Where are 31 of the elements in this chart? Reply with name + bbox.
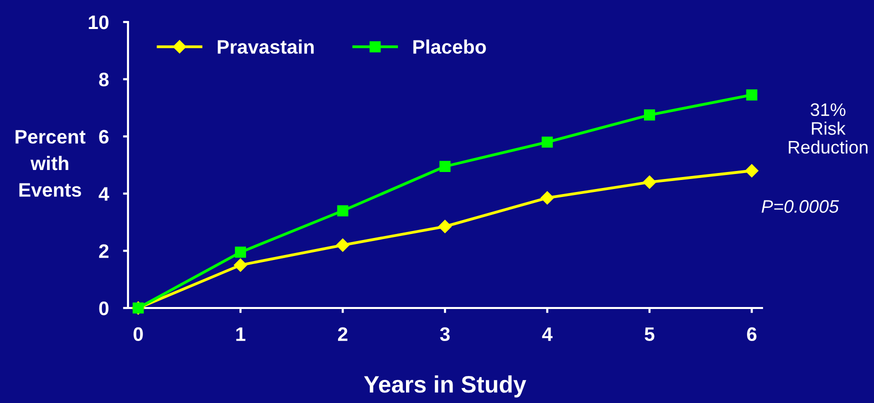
- annotation: P=0.0005: [762, 200, 839, 213]
- y-tick-label: 0: [99, 301, 108, 316]
- point: [439, 160, 451, 172]
- y-tick-label: 2: [99, 244, 108, 258]
- point: [337, 205, 348, 216]
- y-tick-label: 6: [99, 130, 109, 144]
- y-tick-label: 4: [98, 187, 110, 201]
- point: [746, 89, 758, 100]
- x-axis-title: Years in Study: [364, 375, 526, 398]
- text: 31% Risk Reduction: [788, 103, 868, 154]
- x-tick-label: 3: [440, 327, 450, 342]
- y-tick-label: 8: [99, 72, 109, 86]
- point: [540, 191, 554, 204]
- point: [234, 246, 246, 258]
- y-axis-title: Percent with Events: [16, 130, 86, 197]
- x-tick-label: 4: [542, 327, 553, 341]
- x-tick-label: 2: [338, 327, 348, 341]
- point: [745, 164, 758, 178]
- x-tick-label: 0: [134, 327, 143, 342]
- point: [542, 136, 553, 148]
- point: [336, 238, 350, 252]
- legend-label: Pravastain: [218, 40, 314, 54]
- x-tick-label: 1: [236, 327, 246, 341]
- legend-label: Placebo: [413, 40, 486, 54]
- point: [438, 220, 452, 234]
- y-tick-label: 10: [88, 15, 108, 30]
- point: [644, 109, 656, 121]
- x-tick-label: 6: [747, 327, 756, 342]
- x-tick-label: 5: [644, 327, 654, 342]
- point: [642, 176, 656, 189]
- point: [234, 258, 248, 272]
